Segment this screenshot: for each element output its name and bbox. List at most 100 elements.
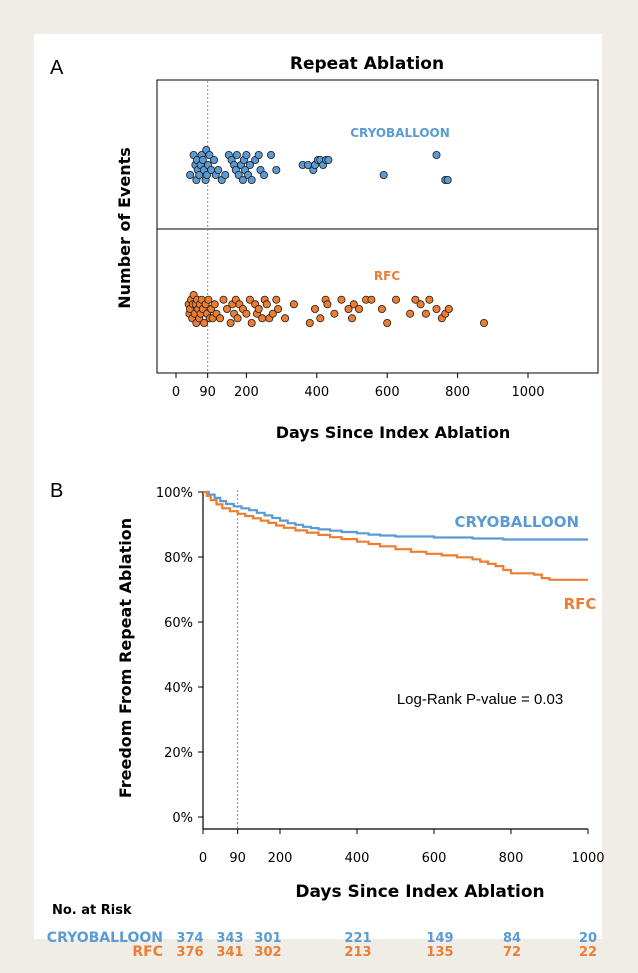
risk-value: 302 <box>254 945 281 960</box>
rfc-event-point <box>383 318 392 327</box>
y-tick-label: 100% <box>156 486 193 501</box>
risk-value: 301 <box>254 931 281 946</box>
rfc-event-point <box>204 295 213 304</box>
cryoballoon-event-point <box>443 175 452 184</box>
cryoballoon-event-point <box>254 150 263 159</box>
cryoballoon-event-point <box>324 155 333 164</box>
rfc-event-point <box>254 304 263 313</box>
rfc-event-point <box>416 300 425 309</box>
rfc-event-point <box>289 300 298 309</box>
rfc-event-point <box>281 314 290 323</box>
rfc-event-point <box>377 304 386 313</box>
panel-b-xlabel: Days Since Index Ablation <box>295 882 544 902</box>
risk-value: 376 <box>176 945 203 960</box>
rfc-event-point <box>274 304 283 313</box>
rfc-event-point <box>349 300 358 309</box>
cryoballoon-event-point <box>221 170 230 179</box>
y-tick-label: 40% <box>164 681 193 696</box>
x-tick-label: 800 <box>445 385 470 400</box>
rfc-event-point <box>406 309 415 318</box>
x-tick-label: 1000 <box>511 385 544 400</box>
rfc-event-point <box>247 318 256 327</box>
rfc-event-point <box>222 304 231 313</box>
rfc-event-point <box>268 309 277 318</box>
rfc-event-point <box>316 314 325 323</box>
risk-row-cryoballoon-label: CRYOBALLOON <box>47 930 163 946</box>
rfc-event-point <box>262 300 271 309</box>
cryoballoon-event-point <box>245 160 254 169</box>
risk-value: 374 <box>176 931 203 946</box>
rfc-event-point <box>479 318 488 327</box>
risk-value: 341 <box>216 945 243 960</box>
rfc-event-point <box>226 318 235 327</box>
rfc-event-point <box>210 300 219 309</box>
rfc-event-point <box>200 318 209 327</box>
rfc-event-point <box>272 295 281 304</box>
rfc-event-point <box>391 295 400 304</box>
x-tick-label: 200 <box>234 385 259 400</box>
x-tick-label: 1000 <box>571 851 604 866</box>
y-tick-label: 80% <box>164 551 193 566</box>
risk-value: 343 <box>216 931 243 946</box>
panel-a-title: Repeat Ablation <box>290 54 444 74</box>
panel-a-rfc-points <box>184 290 488 327</box>
risk-row-rfc-values: 376 341 302 213 135 72 22 <box>176 945 597 960</box>
rfc-event-point <box>337 295 346 304</box>
cryoballoon-event-point <box>247 175 256 184</box>
rfc-event-point <box>219 295 228 304</box>
rfc-event-point <box>425 295 434 304</box>
cryoballoon-event-point <box>186 170 195 179</box>
panel-a-ylabel: Number of Events <box>115 147 134 309</box>
cryoballoon-event-point <box>232 150 241 159</box>
panel-b-rfc-curve <box>203 490 588 581</box>
x-tick-label: 600 <box>422 851 447 866</box>
cryoballoon-event-point <box>205 150 214 159</box>
rfc-event-point <box>323 300 332 309</box>
rfc-event-point <box>432 304 441 313</box>
cryoballoon-event-point <box>214 165 223 174</box>
rfc-event-point <box>421 309 430 318</box>
cryoballoon-event-point <box>202 170 211 179</box>
x-tick-label: 200 <box>268 851 293 866</box>
cryoballoon-event-point <box>198 155 207 164</box>
rfc-event-point <box>242 309 251 318</box>
risk-value: 149 <box>426 931 453 946</box>
panel-b-label: B <box>50 480 63 502</box>
panel-a-label: A <box>50 57 64 79</box>
x-tick-label: 90 <box>229 851 246 866</box>
panel-b-rfc-label: RFC <box>564 595 597 613</box>
cryoballoon-event-point <box>266 150 275 159</box>
risk-row-rfc-label: RFC <box>132 944 163 960</box>
risk-value: 221 <box>344 931 371 946</box>
x-tick-label: 0 <box>172 385 180 400</box>
cryoballoon-event-point <box>432 150 441 159</box>
panel-b-x-ticks: 0 90 200 400 600 800 1000 <box>199 829 605 866</box>
figure-panel <box>34 34 602 939</box>
cryoballoon-event-point <box>195 170 204 179</box>
rfc-event-point <box>245 295 254 304</box>
risk-row-cryoballoon-values: 374 343 301 221 149 84 20 <box>176 931 597 946</box>
cryoballoon-event-point <box>242 150 251 159</box>
rfc-event-point <box>411 295 420 304</box>
rfc-event-point <box>258 314 267 323</box>
panel-a-plot-frame <box>156 79 599 374</box>
x-tick-label: 800 <box>499 851 524 866</box>
y-tick-label: 20% <box>164 746 193 761</box>
rfc-event-point <box>233 314 242 323</box>
rfc-event-point <box>367 295 376 304</box>
panel-a-cryoballoon-label: CRYOBALLOON <box>350 126 450 140</box>
cryoballoon-event-point <box>209 155 218 164</box>
panel-b-ylabel: Freedom From Repeat Ablation <box>116 518 135 798</box>
rfc-event-point <box>347 314 356 323</box>
panel-a-cryoballoon-points <box>186 145 452 184</box>
panel-b-cryoballoon-label: CRYOBALLOON <box>455 513 580 531</box>
risk-value: 72 <box>503 945 521 960</box>
x-tick-label: 90 <box>199 385 216 400</box>
risk-value: 20 <box>579 931 597 946</box>
x-tick-label: 600 <box>375 385 400 400</box>
rfc-event-point <box>344 304 353 313</box>
rfc-event-point <box>444 304 453 313</box>
panel-b-cryoballoon-curve <box>203 490 588 541</box>
x-tick-label: 400 <box>345 851 370 866</box>
